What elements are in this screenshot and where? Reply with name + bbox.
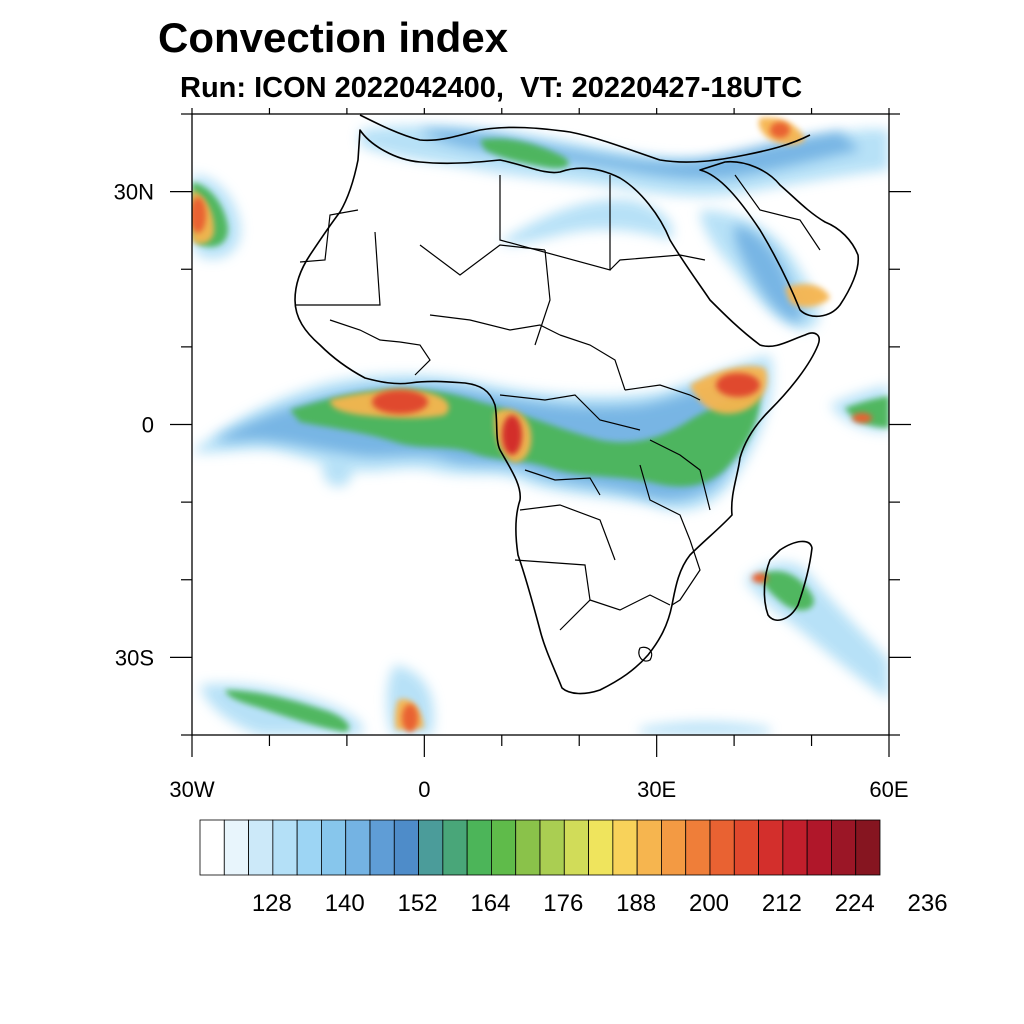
border-south-2 [589,594,671,611]
colorbar-swatch [515,819,541,876]
madagascar-core [752,573,768,583]
colorbar-label: 164 [470,890,510,917]
lon-tick-label: 0 [418,777,430,802]
canary-core [192,197,206,233]
border-ethiopia [624,384,701,401]
colorbar-swatch [661,819,687,876]
lat-tick-label: 30S [115,645,154,670]
colorbar-swatch [563,819,589,876]
colorbar-label: 152 [398,890,438,917]
colorbar-swatch [491,819,517,876]
colorbar-swatch [733,819,759,876]
chart-subtitle: Run: ICON 2022042400, VT: 20220427-18UTC [180,72,803,104]
indian-ocean-core [852,413,872,423]
colorbar-swatch [393,819,419,876]
south-streak [640,722,770,735]
border-drc [524,469,601,496]
border-sahara-4 [534,249,551,346]
border-sahara-3 [419,244,546,276]
lon-tick-label: 30W [169,777,214,802]
border-mozambique [671,539,701,606]
colorbar-swatch [369,819,395,876]
colorbar-swatch [709,819,735,876]
madagascar-coastline [763,540,813,621]
axis-tick-labels: 30W 0 30E 60E 30N 0 30S [114,180,909,802]
colorbar-swatch [223,819,249,876]
colorbar-swatch [442,819,468,876]
colorbar-swatch [588,819,614,876]
colorbar-swatch [199,819,225,876]
colorbar-swatch [466,819,492,876]
colorbar-label: 200 [689,890,729,917]
colorbar-label: 212 [762,890,802,917]
colorbar-swatch [345,819,371,876]
lon-tick-label: 60E [869,777,908,802]
mediterranean-green [480,138,569,169]
colorbar-swatch [685,819,711,876]
convection-field [192,114,889,735]
colorbar-labels: 128 140 152 164 176 188 200 212 224 236 [252,890,948,917]
colorbar [199,819,881,876]
chart-title: Convection index [158,14,509,61]
border-sahel [429,314,561,336]
colorbar-swatch [636,819,662,876]
border-south-1 [514,559,591,631]
border-egypt [499,175,611,271]
colorbar-swatch [758,819,784,876]
europe-coastline [359,114,811,163]
mediterranean-core [770,122,790,138]
indian-ocean-green [845,396,889,428]
colorbar-swatch [296,819,322,876]
colorbar-label: 224 [835,890,875,917]
colorbar-swatch [539,819,565,876]
lat-tick-label: 30N [114,180,154,205]
africa-coastline [294,129,820,695]
border-lesotho [638,646,653,662]
border-east-1 [649,439,711,511]
colorbar-label: 140 [325,890,365,917]
guinea-core [372,390,428,414]
border-congo [499,394,641,431]
border-west-1 [399,341,431,376]
south-atlantic-green [225,690,350,732]
mediterranean-mid [420,129,860,180]
axis-ticks [170,108,911,757]
arabia-coastline [699,160,860,318]
border-arabia [734,174,821,251]
lat-tick-label: 0 [142,413,154,438]
colorbar-label: 188 [616,890,656,917]
colorbar-swatch [806,819,832,876]
east-africa-core [716,373,760,397]
colorbar-label: 236 [908,890,948,917]
border-angola [519,504,616,561]
colorbar-swatch [855,819,881,876]
colorbar-label: 128 [252,890,292,917]
congo-core [502,415,522,455]
lon-tick-label: 30E [637,777,676,802]
colorbar-label: 176 [543,890,583,917]
border-sudan [609,254,706,271]
colorbar-swatch [612,819,638,876]
colorbar-swatch [321,819,347,876]
border-east-2 [639,464,691,541]
border-central [559,334,626,391]
sahara-streak [500,199,673,245]
colorbar-swatch [782,819,808,876]
colorbar-swatch [831,819,857,876]
colorbar-swatch [272,819,298,876]
southwest-core [402,704,418,732]
border-sahara-1 [299,209,359,263]
colorbar-swatch [418,819,444,876]
borders [295,174,821,662]
arabia-mid [734,225,803,322]
colorbar-swatch [248,819,274,876]
coastlines [294,114,860,695]
border-west-2 [329,319,401,343]
border-sahara-2 [295,231,381,306]
